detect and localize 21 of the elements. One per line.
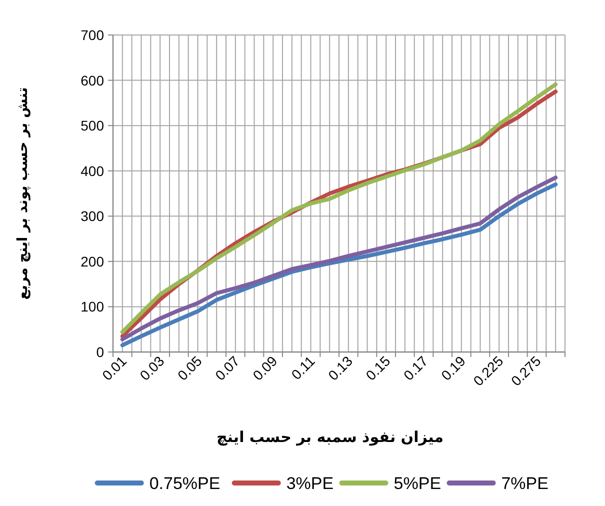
x-tick-label: 0.19: [438, 352, 469, 384]
y-axis-title: تنش بر حسب پوند بر اینچ مربع: [15, 87, 31, 300]
x-tick-label: 0.15: [362, 352, 394, 384]
legend-label: 5%PE: [394, 474, 442, 493]
x-tick-label: 0.09: [250, 352, 280, 384]
y-tick-label: 400: [80, 162, 104, 179]
y-tick-label: 200: [80, 253, 104, 270]
legend-label: 7%PE: [501, 474, 548, 493]
x-tick-label: 0.11: [288, 352, 318, 383]
y-tick-label: 0: [96, 344, 104, 360]
y-tick-label: 100: [80, 298, 104, 315]
y-tick-label: 300: [80, 208, 104, 224]
x-tick-label: 0.13: [324, 352, 356, 384]
x-tick-label: 0.05: [174, 352, 206, 384]
x-tick-label: 0.03: [136, 352, 168, 384]
x-axis-title: میزان نفوذ سمبه بر حسب اینچ: [216, 428, 444, 446]
y-tick-label: 600: [80, 72, 104, 88]
legend-label: 0.75%PE: [149, 474, 220, 493]
y-tick-label: 700: [80, 27, 104, 43]
legend-label: 3%PE: [286, 474, 334, 493]
y-tick-label: 500: [80, 118, 104, 134]
